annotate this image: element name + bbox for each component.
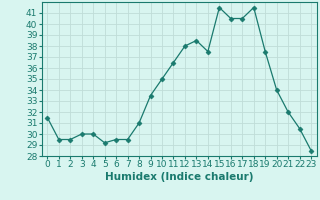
X-axis label: Humidex (Indice chaleur): Humidex (Indice chaleur): [105, 172, 253, 182]
